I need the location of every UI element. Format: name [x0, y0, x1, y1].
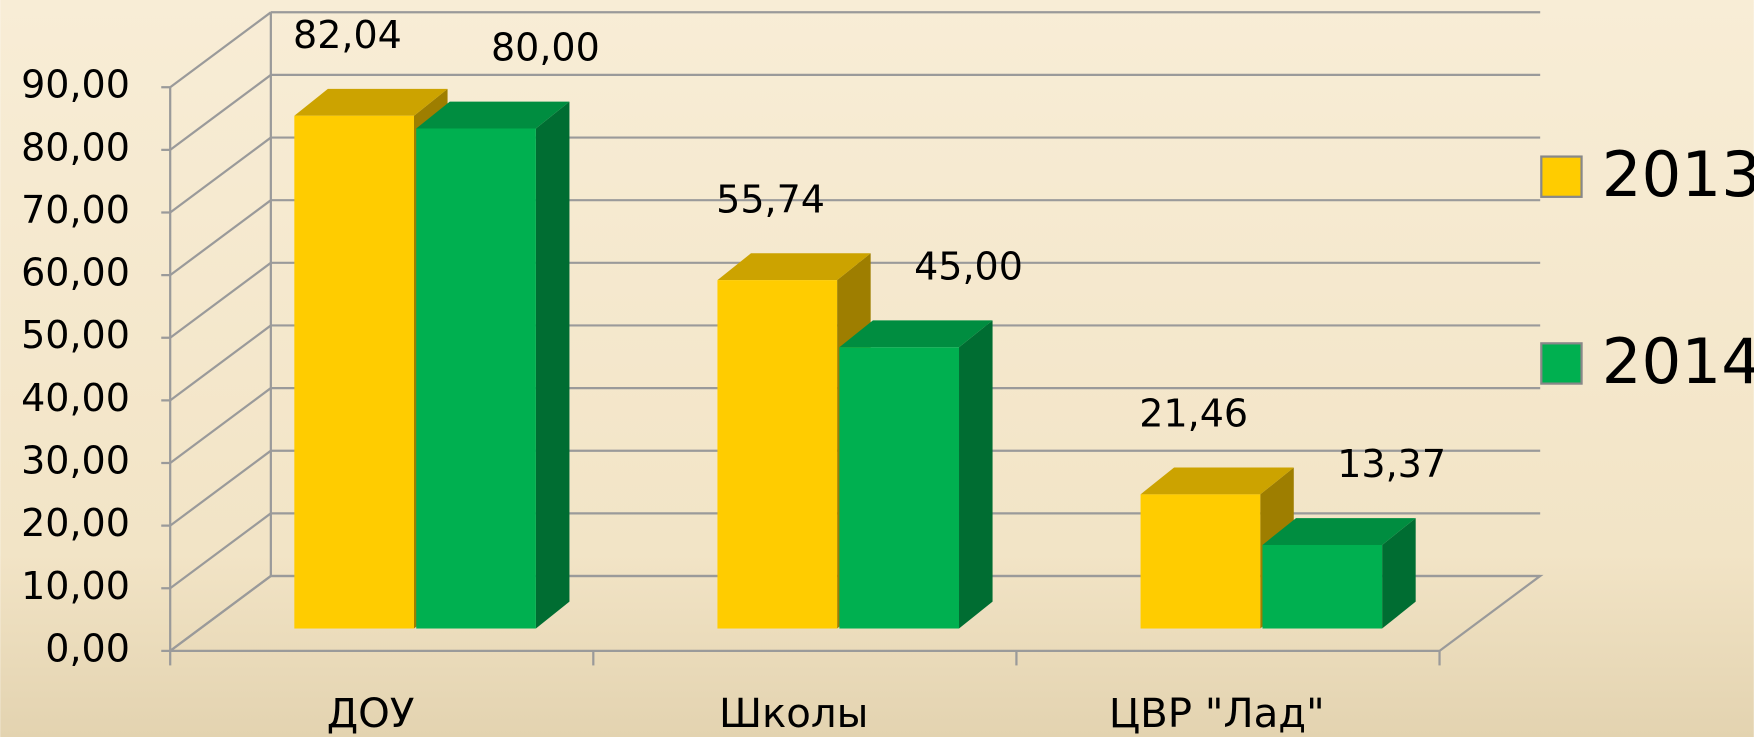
legend-label: 2013 — [1602, 138, 1754, 211]
bar-top — [717, 253, 871, 281]
y-tick-label: 0,00 — [45, 626, 130, 670]
bar-top — [1262, 518, 1416, 545]
grid-line-side — [169, 74, 272, 151]
bar-top — [839, 320, 993, 348]
legend-swatch — [1540, 342, 1583, 385]
bar-side — [535, 101, 570, 629]
bar — [839, 347, 960, 629]
value-label: 21,46 — [1139, 392, 1248, 436]
value-label: 80,00 — [491, 26, 600, 70]
value-label: 45,00 — [914, 244, 1023, 288]
grid-line-side — [169, 512, 272, 590]
legend-swatch — [1540, 155, 1583, 198]
bar — [416, 101, 570, 629]
bar — [1140, 494, 1261, 629]
y-tick-label: 80,00 — [21, 125, 130, 169]
bar — [294, 115, 414, 629]
grid-line-side — [169, 575, 272, 652]
y-tick-label: 10,00 — [21, 564, 130, 608]
y-tick-label: 90,00 — [21, 63, 130, 107]
y-tick-label: 50,00 — [21, 313, 130, 357]
grid-line-side — [169, 324, 272, 402]
value-label: 55,74 — [716, 177, 825, 221]
legend-label: 2014 — [1602, 325, 1754, 398]
bar — [1262, 518, 1416, 629]
grid-line-side — [169, 387, 272, 464]
bar-top — [294, 88, 448, 116]
value-label: 82,04 — [293, 13, 402, 57]
grid-line-side — [169, 199, 272, 277]
bar-side — [959, 320, 993, 629]
bar-side — [1382, 518, 1416, 629]
x-tick-label: ДОУ — [327, 691, 415, 737]
bar — [416, 128, 536, 629]
y-tick-label: 70,00 — [21, 188, 130, 232]
bar — [1262, 544, 1383, 629]
grid-line-side — [169, 261, 272, 339]
grid-line-side — [169, 136, 272, 214]
bar-top — [1140, 467, 1294, 495]
grid-line-side — [169, 449, 272, 527]
y-tick-label: 40,00 — [21, 376, 130, 420]
grid-line-side — [169, 11, 272, 89]
bar — [717, 280, 838, 629]
bar-top — [416, 101, 570, 129]
y-tick-label: 20,00 — [21, 501, 130, 545]
value-label: 13,37 — [1337, 442, 1446, 486]
x-tick-label: Школы — [719, 691, 868, 737]
y-tick-label: 30,00 — [21, 439, 130, 483]
y-tick-label: 60,00 — [21, 251, 130, 295]
bar — [839, 320, 993, 629]
x-tick-label: ЦВР "Лад" — [1109, 691, 1325, 737]
